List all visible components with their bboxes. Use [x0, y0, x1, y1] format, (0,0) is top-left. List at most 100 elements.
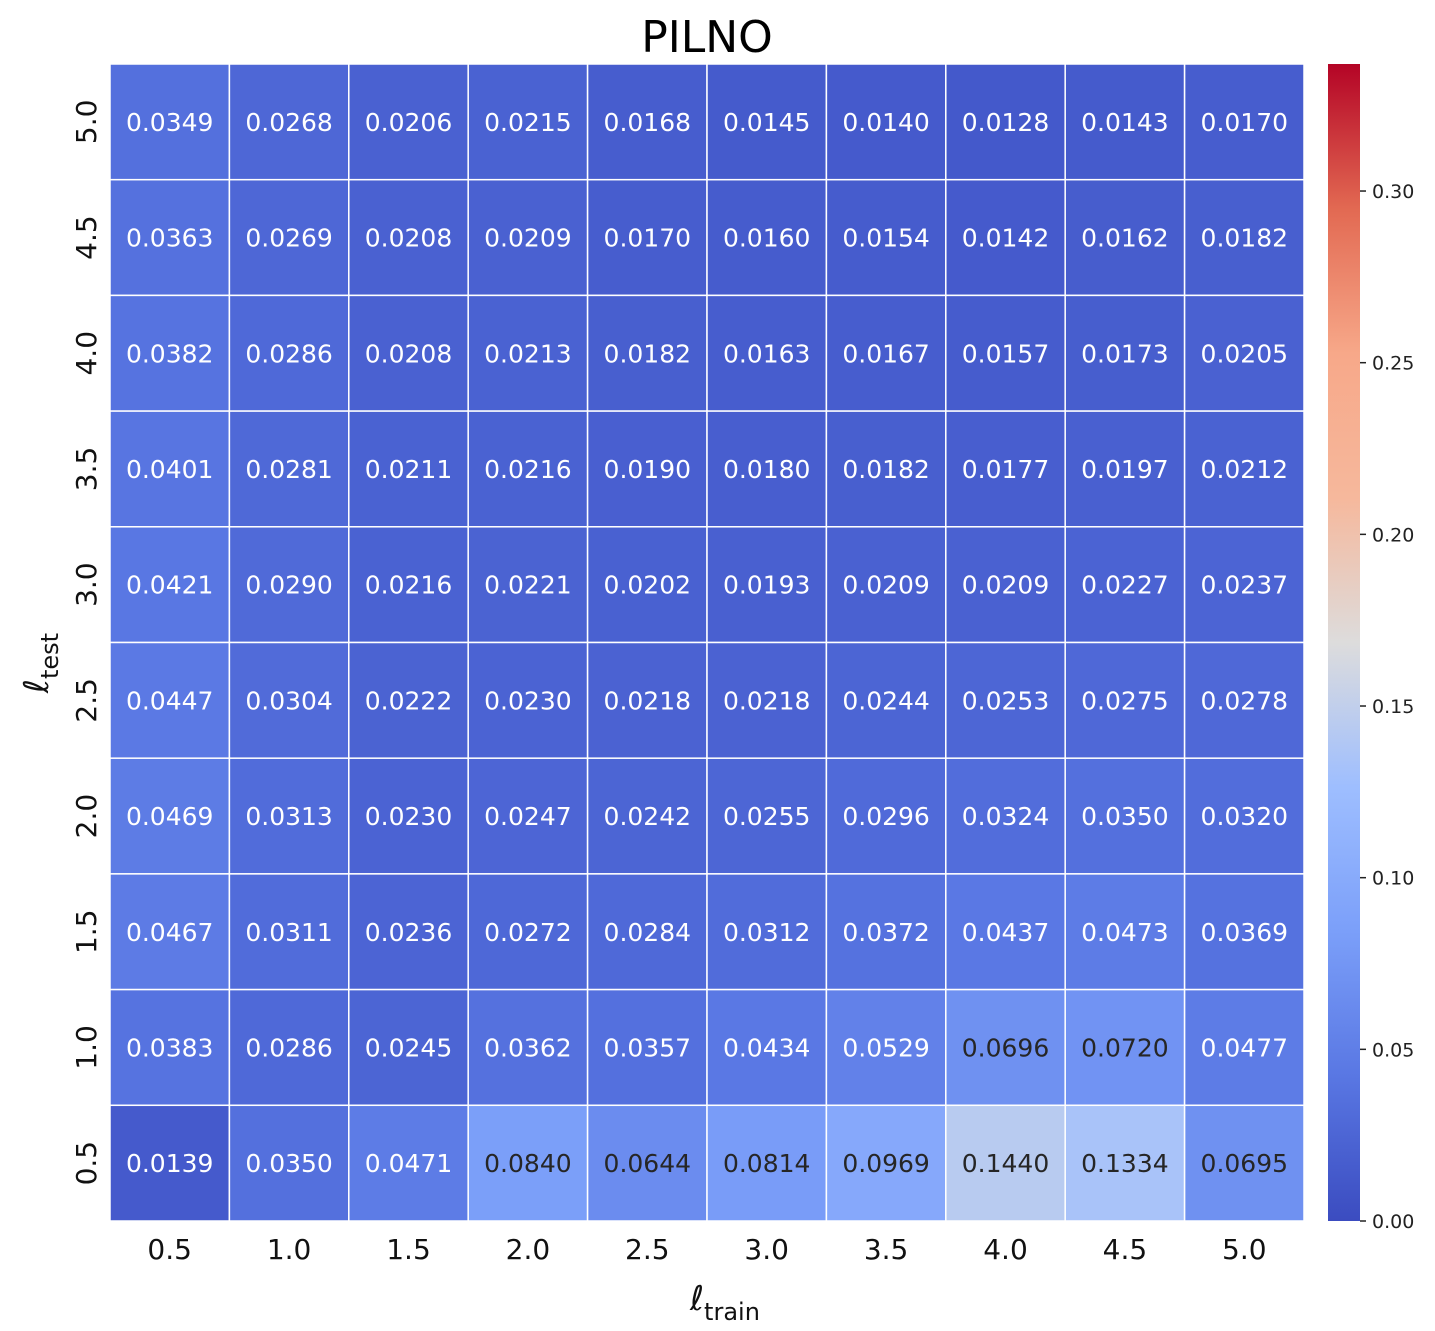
heatmap-cell — [706, 1104, 828, 1222]
cell-value-label: 0.0128 — [962, 108, 1049, 137]
cell-value-label: 0.0437 — [962, 918, 1049, 947]
cell-value-label: 0.0218 — [604, 686, 691, 715]
cell-value-label: 0.0170 — [1201, 108, 1288, 137]
cell-value-label: 0.0209 — [842, 571, 929, 600]
heatmap-cells: 0.0349 0.0268 0.0206 0.0215 0.0168 0.0145 0.01… — [109, 63, 1305, 1222]
y-tick-label: 3.5 — [70, 447, 103, 492]
heatmap-cell — [1183, 988, 1305, 1107]
cell-value-label: 0.0145 — [723, 108, 810, 137]
colorbar-tick-label: 0.20 — [1372, 524, 1414, 546]
heatmap-cell — [1183, 873, 1305, 991]
colorbar-tick-label: 0.00 — [1372, 1211, 1414, 1233]
heatmap-cell — [348, 873, 469, 991]
x-tick-label: 0.5 — [147, 1233, 192, 1266]
cell-value-label: 0.0447 — [126, 686, 213, 715]
x-axis-label-sub: train — [704, 1298, 760, 1326]
heatmap-cell — [706, 873, 828, 991]
cell-value-label: 0.0421 — [126, 571, 213, 600]
heatmap-cell — [228, 873, 350, 991]
cell-value-label: 0.0215 — [484, 108, 571, 137]
cell-value-label: 0.0190 — [604, 455, 691, 484]
cell-value-label: 0.0313 — [245, 802, 332, 831]
cell-value-label: 0.0372 — [842, 918, 929, 947]
heatmap-cell — [706, 410, 828, 528]
colorbar-ticks: 0.00 0.05 0.10 0.15 0.20 0.25 0.30 — [1360, 181, 1414, 1233]
cell-value-label: 0.0290 — [245, 571, 332, 600]
heatmap-cell — [109, 294, 231, 412]
cell-value-label: 0.0286 — [245, 339, 332, 368]
heatmap-cell — [1183, 294, 1305, 412]
heatmap-cell — [348, 1104, 469, 1222]
heatmap-cell — [109, 63, 231, 181]
cell-value-label: 0.0469 — [126, 802, 213, 831]
cell-value-label: 0.1440 — [962, 1149, 1049, 1178]
y-tick-label: 4.0 — [70, 331, 103, 376]
cell-value-label: 0.0247 — [484, 802, 571, 831]
cell-value-label: 0.0212 — [1201, 455, 1288, 484]
x-tick-label: 3.5 — [864, 1233, 909, 1266]
cell-value-label: 0.0357 — [604, 1033, 691, 1062]
x-tick-labels: 0.5 1.0 1.5 2.0 2.5 3.0 3.5 4.0 4.5 5.0 — [147, 1233, 1266, 1266]
cell-value-label: 0.0268 — [245, 108, 332, 137]
heatmap-cell — [228, 526, 350, 644]
y-axis-label-sub: test — [36, 633, 64, 679]
heatmap-cell — [228, 294, 350, 412]
cell-value-label: 0.0272 — [484, 918, 571, 947]
cell-value-label: 0.0209 — [962, 571, 1049, 600]
cell-value-label: 0.0696 — [962, 1033, 1049, 1062]
cell-value-label: 0.0471 — [365, 1149, 452, 1178]
cell-value-label: 0.1334 — [1081, 1149, 1168, 1178]
cell-value-label: 0.0167 — [842, 339, 929, 368]
heatmap-cell — [1064, 410, 1186, 528]
heatmap-cell — [945, 410, 1066, 528]
cell-value-label: 0.0434 — [723, 1033, 810, 1062]
cell-value-label: 0.0182 — [842, 455, 929, 484]
cell-value-label: 0.0244 — [842, 686, 929, 715]
heatmap-cell — [825, 757, 947, 875]
cell-value-label: 0.0529 — [842, 1033, 929, 1062]
heatmap-cell — [945, 526, 1066, 644]
heatmap-cell — [586, 1104, 708, 1222]
cell-value-label: 0.0382 — [126, 339, 213, 368]
cell-value-label: 0.0173 — [1081, 339, 1168, 368]
cell-value-label: 0.0473 — [1081, 918, 1168, 947]
heatmap-cell — [1183, 1104, 1305, 1222]
cell-value-label: 0.0209 — [484, 224, 571, 253]
cell-value-label: 0.0237 — [1201, 571, 1288, 600]
cell-value-label: 0.0227 — [1081, 571, 1168, 600]
cell-value-label: 0.0324 — [962, 802, 1049, 831]
heatmap-cell — [706, 63, 828, 181]
chart-title: PILNO — [641, 12, 773, 63]
cell-value-label: 0.0350 — [245, 1149, 332, 1178]
heatmap-cell — [586, 988, 708, 1107]
x-tick-label: 1.0 — [267, 1233, 312, 1266]
y-tick-label: 2.0 — [70, 794, 103, 839]
cell-value-label: 0.0296 — [842, 802, 929, 831]
cell-value-label: 0.0211 — [365, 455, 452, 484]
cell-value-label: 0.0230 — [484, 686, 571, 715]
cell-value-label: 0.0208 — [365, 339, 452, 368]
heatmap-cell — [109, 410, 231, 528]
cell-value-label: 0.0222 — [365, 686, 452, 715]
cell-value-label: 0.0218 — [723, 686, 810, 715]
cell-value-label: 0.0320 — [1201, 802, 1288, 831]
heatmap-cell — [706, 641, 828, 759]
cell-value-label: 0.0311 — [245, 918, 332, 947]
cell-value-label: 0.0160 — [723, 224, 810, 253]
cell-value-label: 0.0177 — [962, 455, 1049, 484]
cell-value-label: 0.0236 — [365, 918, 452, 947]
cell-value-label: 0.0350 — [1081, 802, 1168, 831]
x-tick-label: 1.5 — [386, 1233, 431, 1266]
heatmap-cell — [467, 63, 589, 181]
heatmap-cell — [825, 294, 947, 412]
colorbar-tick-label: 0.25 — [1372, 353, 1414, 375]
cell-value-label: 0.0193 — [723, 571, 810, 600]
cell-value-label: 0.0275 — [1081, 686, 1168, 715]
x-axis-label: ℓtrain — [689, 1279, 760, 1326]
cell-value-label: 0.0182 — [604, 339, 691, 368]
heatmap-cell — [945, 757, 1066, 875]
x-axis-label-main: ℓ — [689, 1279, 704, 1319]
y-tick-labels: 5.0 4.5 4.0 3.5 3.0 2.5 2.0 1.5 1.0 0.5 — [70, 100, 103, 1186]
heatmap-cell — [348, 63, 469, 181]
x-tick-label: 5.0 — [1222, 1233, 1267, 1266]
